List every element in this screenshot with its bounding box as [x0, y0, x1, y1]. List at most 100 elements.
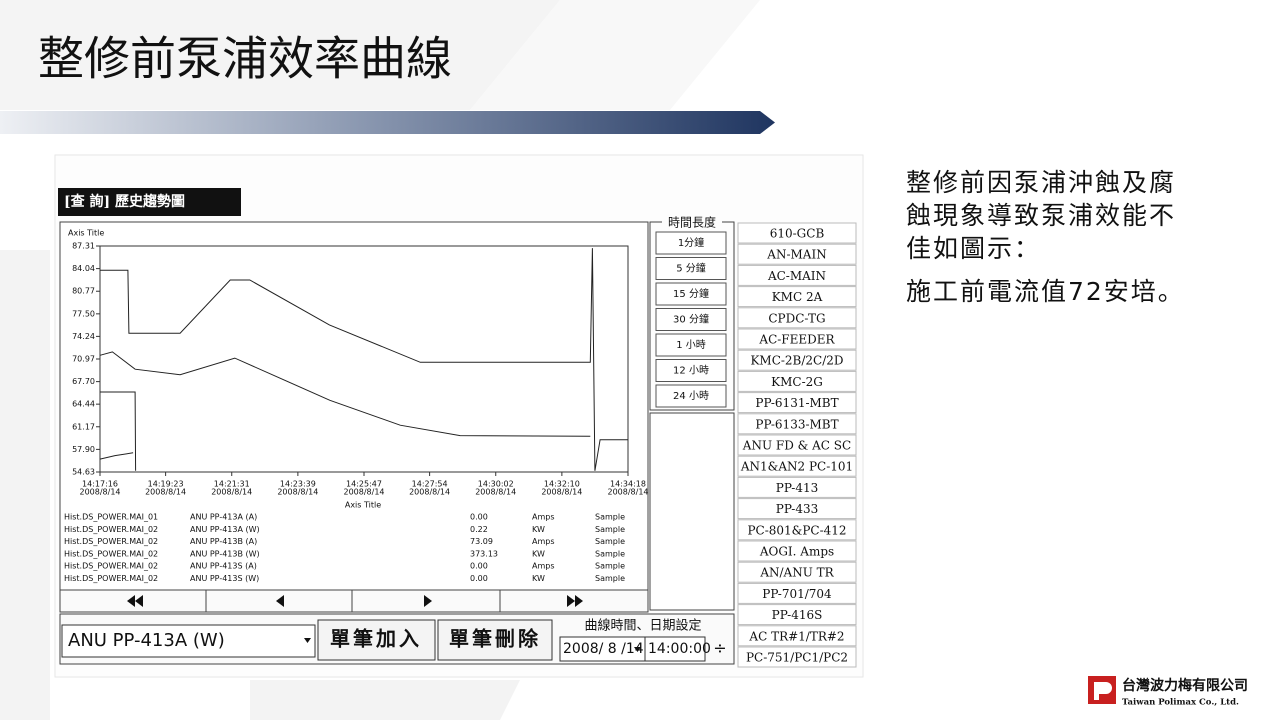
tag-button[interactable]	[737, 582, 857, 604]
header: [查 詢] 歷史趨勢圖	[64, 193, 185, 210]
series-line	[100, 391, 137, 471]
y-tick-label: 57.90	[72, 445, 95, 454]
table-cell: Amps	[532, 537, 555, 546]
select[interactable]	[61, 624, 316, 658]
tag-button[interactable]	[737, 413, 857, 435]
time-button-label[interactable]: 12 小時	[673, 365, 709, 377]
time-button[interactable]	[655, 333, 727, 357]
tag-label[interactable]: AC-MAIN	[767, 269, 826, 283]
table-cell: Hist.DS_POWER.MAI_02	[64, 562, 158, 571]
table-cell: Amps	[532, 513, 555, 522]
tag-label[interactable]: AN/ANU TR	[759, 566, 834, 580]
table-cell: KW	[532, 549, 545, 558]
tag-label[interactable]: PP-416S	[772, 608, 823, 622]
nav-last[interactable]	[567, 595, 575, 607]
tag-label[interactable]: PP-6133-MBT	[755, 417, 838, 431]
tag-label[interactable]: ANU FD & AC SC	[742, 439, 851, 453]
time-button-label[interactable]: 5 分鐘	[676, 262, 706, 275]
tag-button[interactable]	[737, 519, 857, 541]
table-cell: 373.13	[470, 549, 498, 558]
tag-button[interactable]	[737, 604, 857, 626]
remove-label[interactable]: 單筆刪除	[449, 627, 541, 651]
tag-button[interactable]	[737, 222, 857, 244]
date[interactable]: 2008/ 8 /14	[563, 641, 644, 657]
time-button-label[interactable]: 30 分鐘	[673, 313, 709, 326]
tag-label[interactable]: KMC-2G	[771, 375, 823, 389]
nav-first[interactable]	[127, 595, 135, 607]
tag-label[interactable]: KMC-2B/2C/2D	[750, 354, 843, 368]
time-button[interactable]	[655, 359, 727, 382]
time-button[interactable]	[655, 257, 727, 280]
time-button-label[interactable]: 1分鐘	[678, 236, 704, 249]
add-button[interactable]	[317, 619, 436, 661]
add-label[interactable]: 單筆加入	[330, 627, 422, 651]
table-cell: Hist.DS_POWER.MAI_02	[64, 537, 158, 546]
tag-label[interactable]: AOGI. Amps	[759, 545, 834, 559]
remove-button[interactable]	[437, 619, 553, 661]
nav-next[interactable]	[424, 595, 432, 607]
time-button[interactable]	[655, 231, 727, 255]
tag-label[interactable]: PP-6131-MBT	[755, 396, 838, 410]
tag-label[interactable]: PC-801&PC-412	[747, 523, 846, 537]
table-cell: Sample	[595, 537, 625, 546]
tag-button[interactable]	[737, 498, 857, 520]
title-bar	[0, 111, 775, 134]
table-cell: 0.00	[470, 574, 488, 583]
tag-label[interactable]: AC TR#1/TR#2	[748, 629, 844, 643]
date-arrow[interactable]	[634, 647, 641, 652]
time-button[interactable]	[655, 282, 727, 306]
x-axis-title: Axis Title	[345, 501, 381, 510]
tag-button[interactable]	[737, 455, 857, 477]
time-button[interactable]	[655, 384, 727, 408]
tag-label[interactable]: PC-751/PC1/PC2	[746, 651, 848, 665]
time-panel-title: 時間長度	[668, 215, 716, 230]
time-label: 曲線時間、日期設定	[584, 618, 701, 634]
tag-button[interactable]	[737, 243, 857, 265]
nav-last[interactable]	[575, 595, 583, 607]
table-cell: 73.09	[470, 537, 493, 546]
time-button[interactable]	[655, 308, 727, 331]
tag-button[interactable]	[737, 307, 857, 329]
tag-button[interactable]	[737, 264, 857, 286]
tag-button[interactable]	[737, 561, 857, 583]
time-button-label[interactable]: 24 小時	[673, 390, 709, 402]
y-tick-label: 80.77	[72, 287, 95, 296]
tag-button[interactable]	[737, 328, 857, 350]
time-button-label[interactable]: 15 分鐘	[673, 287, 709, 300]
table-cell: 0.00	[470, 513, 488, 522]
tag-button[interactable]	[737, 370, 857, 392]
select-value[interactable]: ANU PP-413A (W)	[68, 630, 225, 651]
table-cell: 0.22	[470, 525, 488, 534]
tag-button[interactable]	[737, 625, 857, 647]
tag-label[interactable]: CPDC-TG	[768, 311, 825, 325]
tag-button[interactable]	[737, 476, 857, 498]
tag-label[interactable]: AN-MAIN	[766, 248, 826, 262]
tag-label[interactable]: AC-FEEDER	[758, 333, 835, 347]
tag-button[interactable]	[737, 646, 857, 668]
tag-label[interactable]: PP-701/704	[762, 587, 832, 601]
tag-label[interactable]: KMC 2A	[772, 290, 823, 304]
select-arrow[interactable]	[304, 638, 311, 643]
y-tick-label: 77.50	[72, 309, 95, 318]
tag-label[interactable]: 610-GCB	[770, 227, 825, 241]
tag-label[interactable]: AN1&AN2 PC-101	[740, 460, 853, 474]
y-tick-label: 67.70	[72, 377, 95, 386]
table-cell: Sample	[595, 574, 625, 583]
nav-first[interactable]	[135, 595, 143, 607]
table-cell: ANU PP-413A (W)	[190, 525, 260, 534]
table-cell: Sample	[595, 549, 625, 558]
tag-button[interactable]	[737, 349, 857, 371]
x-tick-date: 2008/8/14	[277, 488, 318, 497]
tag-label[interactable]: PP-433	[776, 502, 818, 516]
tag-label[interactable]: PP-413	[776, 481, 818, 495]
time[interactable]: 14:00:00	[648, 641, 711, 657]
nav-prev[interactable]	[276, 595, 284, 607]
tag-button[interactable]	[737, 434, 857, 456]
spinner[interactable]: ÷	[713, 639, 726, 658]
tag-button[interactable]	[737, 286, 857, 308]
tag-button[interactable]	[737, 392, 857, 414]
time-button-label[interactable]: 1 小時	[676, 339, 706, 351]
time-box[interactable]	[644, 636, 706, 662]
tag-button[interactable]	[737, 540, 857, 562]
bg-shape	[0, 0, 560, 110]
